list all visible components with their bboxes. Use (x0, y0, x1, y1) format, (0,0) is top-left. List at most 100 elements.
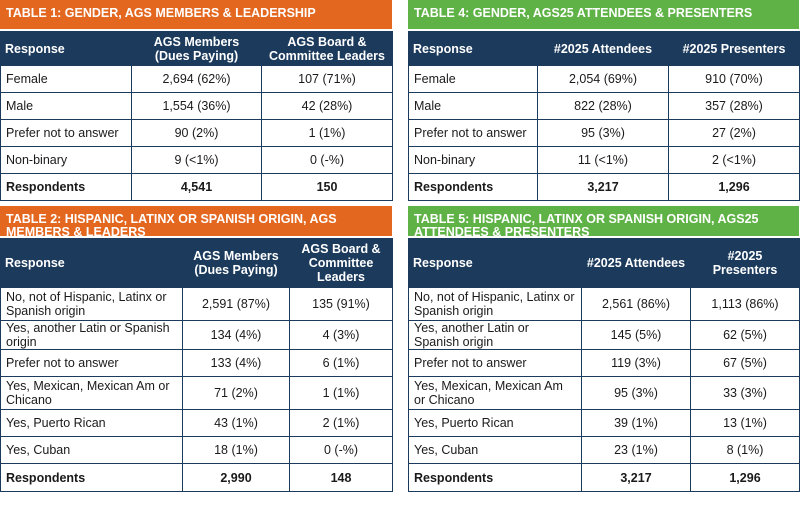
table-2: Response AGS Members (Dues Paying) AGS Boa… (0, 238, 393, 492)
response-cell: Prefer not to answer (408, 349, 582, 377)
column-header: Response (408, 238, 582, 288)
table-row: Yes, Mexican, Mexican Am or Chicano 95 (3… (408, 376, 800, 410)
value-cell: 134 (4%) (182, 320, 290, 350)
table-5-panel: TABLE 5: HISPANIC, LATINX OR SPANISH ORI… (408, 206, 800, 492)
table-row: Prefer not to answer 133 (4%) 6 (1%) (0, 349, 393, 377)
value-cell: 2,054 (69%) (537, 65, 669, 93)
value-cell: 62 (5%) (690, 320, 800, 350)
column-header: #2025 Attendees (537, 31, 669, 66)
total-row: Respondents 2,990 148 (0, 463, 393, 492)
column-header: Response (0, 238, 183, 288)
total-value: 4,541 (131, 173, 262, 201)
table-row: Prefer not to answer 90 (2%) 1 (1%) (0, 119, 393, 147)
response-cell: Yes, another Latin or Spanish origin (408, 320, 582, 350)
column-header: #2025 Presenters (668, 31, 800, 66)
value-cell: 11 (<1%) (537, 146, 669, 174)
response-cell: Female (408, 65, 538, 93)
table-4-panel: TABLE 4: GENDER, AGS25 ATTENDEES & PRESE… (408, 0, 800, 201)
response-cell: Yes, Cuban (408, 436, 582, 464)
value-cell: 67 (5%) (690, 349, 800, 377)
value-cell: 71 (2%) (182, 376, 290, 410)
response-cell: Yes, another Latin or Spanish origin (0, 320, 183, 350)
value-cell: 8 (1%) (690, 436, 800, 464)
table-row: Male 1,554 (36%) 42 (28%) (0, 92, 393, 120)
response-cell: Prefer not to answer (0, 349, 183, 377)
response-cell: Yes, Mexican, Mexican Am or Chicano (0, 376, 183, 410)
value-cell: 43 (1%) (182, 409, 290, 437)
value-cell: 1,554 (36%) (131, 92, 262, 120)
response-cell: Non-binary (408, 146, 538, 174)
value-cell: 33 (3%) (690, 376, 800, 410)
total-value: 3,217 (537, 173, 669, 201)
response-cell: Yes, Puerto Rican (0, 409, 183, 437)
response-cell: No, not of Hispanic, Latinx or Spanish o… (408, 287, 582, 321)
total-value: 3,217 (581, 463, 691, 492)
table-row: No, not of Hispanic, Latinx or Spanish o… (408, 287, 800, 321)
table-1-panel: TABLE 1: GENDER, AGS MEMBERS & LEADERSHI… (0, 0, 393, 201)
column-header: AGS Board & Committee Leaders (289, 238, 393, 288)
total-value: 1,296 (668, 173, 800, 201)
value-cell: 1 (1%) (289, 376, 393, 410)
value-cell: 2,561 (86%) (581, 287, 691, 321)
total-value: 150 (261, 173, 393, 201)
column-header: Response (408, 31, 538, 66)
table-row: Non-binary 11 (<1%) 2 (<1%) (408, 146, 800, 174)
value-cell: 23 (1%) (581, 436, 691, 464)
total-label: Respondents (0, 173, 132, 201)
value-cell: 42 (28%) (261, 92, 393, 120)
value-cell: 119 (3%) (581, 349, 691, 377)
total-label: Respondents (408, 173, 538, 201)
value-cell: 6 (1%) (289, 349, 393, 377)
response-cell: Yes, Puerto Rican (408, 409, 582, 437)
value-cell: 822 (28%) (537, 92, 669, 120)
table-row: Female 2,694 (62%) 107 (71%) (0, 65, 393, 93)
table-1: Response AGS Members (Dues Paying) AGS Boa… (0, 31, 393, 201)
value-cell: 0 (-%) (261, 146, 393, 174)
table-row: Yes, Puerto Rican 39 (1%) 13 (1%) (408, 409, 800, 437)
value-cell: 4 (3%) (289, 320, 393, 350)
table-5: Response #2025 Attendees #2025 Presenters N… (408, 238, 800, 492)
value-cell: 133 (4%) (182, 349, 290, 377)
value-cell: 2,591 (87%) (182, 287, 290, 321)
header-row: Response #2025 Attendees #2025 Presenters (408, 31, 800, 66)
header-row: Response AGS Members (Dues Paying) AGS Boa… (0, 31, 393, 66)
column-header: #2025 Attendees (581, 238, 691, 288)
column-header: #2025 Presenters (690, 238, 800, 288)
response-cell: Yes, Cuban (0, 436, 183, 464)
column-header: AGS Members (Dues Paying) (131, 31, 262, 66)
header-row: Response #2025 Attendees #2025 Presenters (408, 238, 800, 288)
response-cell: Prefer not to answer (0, 119, 132, 147)
value-cell: 27 (2%) (668, 119, 800, 147)
value-cell: 135 (91%) (289, 287, 393, 321)
value-cell: 1 (1%) (261, 119, 393, 147)
total-value: 1,296 (690, 463, 800, 492)
value-cell: 95 (3%) (581, 376, 691, 410)
table-row: Male 822 (28%) 357 (28%) (408, 92, 800, 120)
table-row: Prefer not to answer 119 (3%) 67 (5%) (408, 349, 800, 377)
response-cell: Prefer not to answer (408, 119, 538, 147)
table-row: Yes, Cuban 23 (1%) 8 (1%) (408, 436, 800, 464)
total-row: Respondents 4,541 150 (0, 173, 393, 201)
table-1-title: TABLE 1: GENDER, AGS MEMBERS & LEADERSHI… (0, 0, 392, 29)
table-4-title: TABLE 4: GENDER, AGS25 ATTENDEES & PRESE… (408, 0, 799, 29)
table-row: Female 2,054 (69%) 910 (70%) (408, 65, 800, 93)
value-cell: 357 (28%) (668, 92, 800, 120)
response-cell: Male (408, 92, 538, 120)
response-cell: Male (0, 92, 132, 120)
value-cell: 90 (2%) (131, 119, 262, 147)
table-row: Non-binary 9 (<1%) 0 (-%) (0, 146, 393, 174)
total-label: Respondents (0, 463, 183, 492)
table-row: Prefer not to answer 95 (3%) 27 (2%) (408, 119, 800, 147)
total-row: Respondents 3,217 1,296 (408, 173, 800, 201)
table-row: Yes, Cuban 18 (1%) 0 (-%) (0, 436, 393, 464)
table-5-title: TABLE 5: HISPANIC, LATINX OR SPANISH ORI… (408, 206, 799, 239)
value-cell: 13 (1%) (690, 409, 800, 437)
table-2-title: TABLE 2: HISPANIC, LATINX OR SPANISH ORI… (0, 206, 392, 239)
response-cell: Female (0, 65, 132, 93)
column-header: AGS Members (Dues Paying) (182, 238, 290, 288)
value-cell: 107 (71%) (261, 65, 393, 93)
value-cell: 18 (1%) (182, 436, 290, 464)
table-row: Yes, another Latin or Spanish origin 145 … (408, 320, 800, 350)
table-2-panel: TABLE 2: HISPANIC, LATINX OR SPANISH ORI… (0, 206, 393, 492)
value-cell: 2 (1%) (289, 409, 393, 437)
